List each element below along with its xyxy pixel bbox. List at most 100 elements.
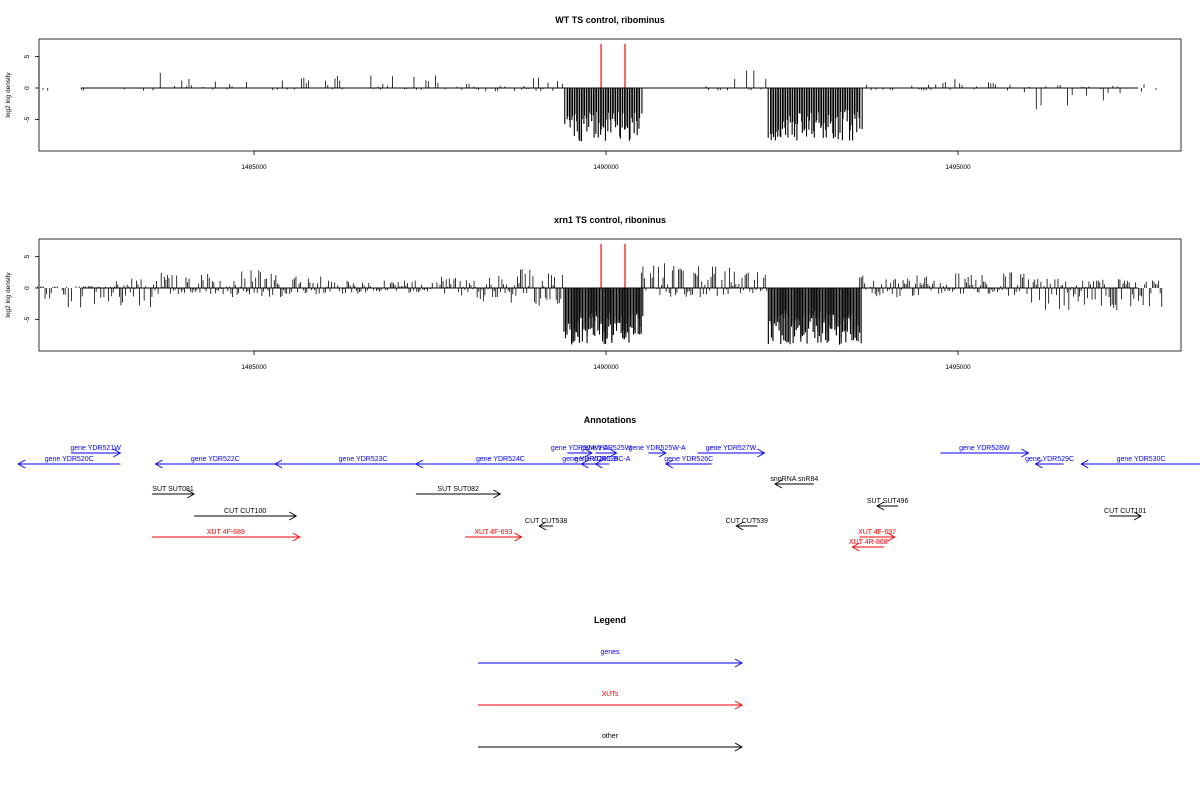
legend-arrowhead — [734, 658, 743, 668]
annotation-feature: gene YDR524C — [415, 456, 585, 469]
legend-arrowhead — [734, 700, 743, 710]
feature-label: gene YDR526C — [664, 456, 713, 463]
feature-arrowhead — [1080, 459, 1089, 469]
density-bars — [42, 70, 1157, 142]
feature-arrowhead — [580, 459, 589, 469]
marker-lines — [600, 243, 626, 288]
feature-label: XUT 4F-693 — [474, 529, 512, 536]
annotation-feature: gene YDR530C — [1080, 456, 1200, 469]
feature-label: CUT CUT100 — [224, 508, 266, 515]
feature-arrowhead — [1021, 448, 1030, 458]
feature-arrowhead — [274, 459, 283, 469]
feature-arrowhead — [757, 448, 766, 458]
annotation-feature: XUT 4F-689 — [151, 529, 301, 542]
feature-arrowhead — [851, 542, 860, 552]
annotation-feature: gene YDR525W — [581, 445, 632, 458]
feature-label: CUT CUT539 — [726, 518, 768, 525]
feature-arrowhead — [514, 532, 523, 542]
feature-arrowhead — [538, 521, 547, 531]
x-axis: 1485000 1490000 1495000 — [241, 350, 971, 371]
panel-title: WT TS control, ribominus — [555, 15, 665, 25]
annotation-feature: SUT SUT081 — [151, 486, 196, 499]
x-axis: 1485000 1490000 1495000 — [241, 150, 971, 171]
feature-label: gene YDR520C — [45, 456, 94, 463]
feature-arrowhead — [415, 459, 424, 469]
feature-label: SUT SUT496 — [867, 498, 909, 505]
feature-arrowhead — [584, 448, 593, 458]
feature-arrowhead — [289, 511, 298, 521]
annotation-feature: gene YDR526C — [664, 456, 713, 469]
density-bars — [36, 263, 1163, 345]
feature-label: gene YDR525C-A — [575, 456, 631, 463]
annotation-feature: XUT 4F-693 — [465, 529, 523, 542]
feature-arrowhead — [774, 479, 783, 489]
x-tick-label: 1490000 — [593, 164, 619, 171]
feature-label: CUT CUT101 — [1104, 508, 1146, 515]
y-tick-label: 0 — [24, 86, 31, 90]
legend-entry: XUTs — [478, 691, 743, 710]
annotation-feature: CUT CUT538 — [525, 518, 567, 531]
feature-label: XUT 4F-697 — [858, 529, 896, 536]
y-tick-label: -5 — [24, 116, 31, 122]
xrn1-ts-control-panel: xrn1 TS control, riboninus log2 log dens… — [5, 215, 1182, 371]
annotations-title: Annotations — [584, 415, 637, 425]
feature-arrowhead — [609, 448, 618, 458]
annotation-feature: gene YDR528W — [940, 445, 1030, 458]
annotations-track: Annotations gene YDR520C gene YDR521W gene… — [17, 415, 1200, 552]
feature-arrowhead — [664, 459, 674, 469]
feature-label: gene YDR524C — [476, 456, 525, 463]
feature-label: gene YDR522C — [191, 456, 240, 463]
feature-label: XUT 4R-808 — [849, 539, 888, 546]
legend: Legend genes XUTs other — [478, 615, 743, 752]
legend-label: genes — [600, 649, 620, 656]
feature-label: gene YDR524C-B — [562, 456, 618, 463]
feature-arrowhead — [154, 459, 163, 469]
x-tick-label: 1485000 — [241, 164, 267, 171]
legend-entry: genes — [478, 649, 743, 668]
feature-arrowhead — [186, 489, 196, 499]
x-tick-label: 1495000 — [945, 364, 971, 371]
annotation-feature: CUT CUT100 — [194, 508, 298, 521]
feature-arrowhead — [292, 532, 301, 542]
feature-arrowhead — [876, 501, 885, 511]
annotation-feature: XUT 4F-697 — [858, 529, 896, 542]
feature-label: XUT 4F-689 — [207, 529, 245, 536]
feature-arrowhead — [658, 448, 667, 458]
feature-arrowhead — [113, 448, 122, 458]
legend-label: XUTs — [602, 691, 619, 698]
y-tick-label: 5 — [24, 54, 31, 58]
annotation-feature: CUT CUT539 — [726, 518, 768, 531]
y-tick-label: 0 — [24, 286, 31, 290]
feature-label: gene YDR524W-A — [551, 445, 609, 452]
annotation-feature: gene YDR520C — [17, 456, 121, 469]
panel-title: xrn1 TS control, riboninus — [554, 215, 666, 225]
legend-arrowhead — [734, 742, 743, 752]
feature-label: SUT SUT082 — [437, 486, 479, 493]
annotation-feature: gene YDR527W — [697, 445, 766, 458]
y-tick-label: -5 — [24, 316, 31, 322]
legend-entry: other — [478, 733, 743, 752]
feature-arrowhead — [594, 459, 603, 469]
annotation-feature: gene YDR522C — [154, 456, 276, 469]
feature-label: gene YDR525W-A — [628, 445, 686, 452]
annotation-feature: gene YDR529C — [1025, 456, 1074, 469]
annotation-feature: gene YDR524W-A — [551, 445, 609, 458]
x-tick-label: 1490000 — [593, 364, 619, 371]
annotation-feature: SUT SUT496 — [867, 498, 909, 511]
x-tick-label: 1485000 — [241, 364, 267, 371]
feature-label: gene YDR525W — [581, 445, 632, 452]
feature-label: gene YDR528W — [959, 445, 1010, 452]
feature-arrowhead — [1133, 511, 1142, 521]
feature-label: snoRNA snR84 — [770, 476, 818, 483]
annotation-feature: XUT 4R-808 — [849, 539, 888, 552]
legend-label: other — [602, 733, 619, 740]
annotation-feature: gene YDR521W — [70, 445, 122, 458]
wt-ts-control-panel: WT TS control, ribominus log2 log densit… — [5, 15, 1182, 171]
feature-label: SUT SUT081 — [152, 486, 194, 493]
y-axis: -5 0 5 — [24, 254, 40, 322]
feature-arrowhead — [1034, 459, 1043, 469]
feature-arrowhead — [735, 521, 744, 531]
y-axis-label: log2 log density — [5, 72, 12, 118]
annotation-feature: SUT SUT082 — [415, 486, 502, 499]
